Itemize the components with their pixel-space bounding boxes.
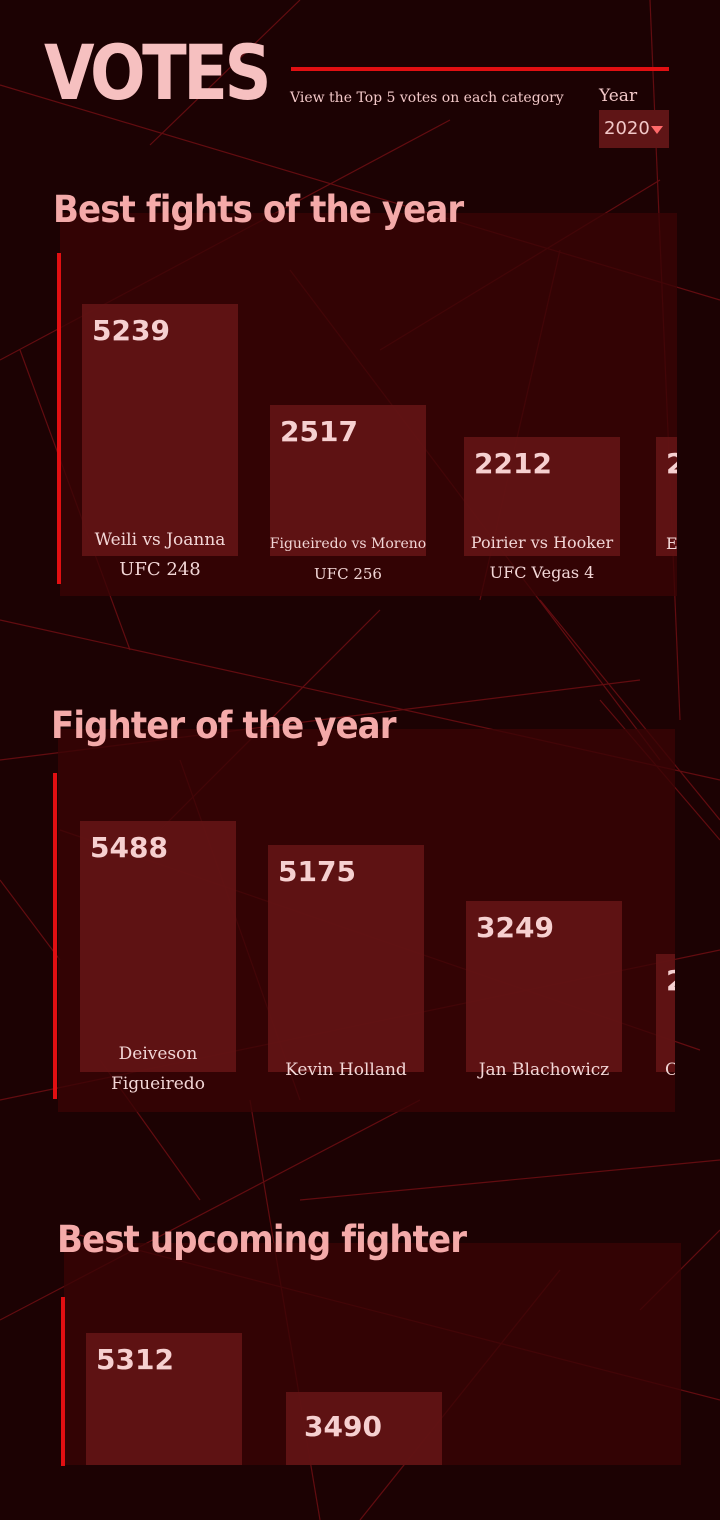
vote-count: 3249 (476, 911, 554, 944)
fight-name: Figueiredo vs Moreno (269, 536, 427, 552)
fight-event: UFC Vegas 4 (489, 563, 595, 582)
fight-name: Poirier vs Hooker (470, 533, 614, 552)
bar-item[interactable]: 5488 (80, 821, 236, 1072)
bar-item[interactable]: 2 (656, 954, 675, 1072)
bar-item[interactable]: 2517 (270, 405, 426, 556)
bar-item[interactable]: 3249 (466, 901, 622, 1072)
year-value: 2020 (604, 118, 650, 139)
vote-count: 5312 (96, 1343, 174, 1376)
year-label: Year (599, 86, 638, 106)
vote-count: 2517 (280, 415, 358, 448)
bar-item[interactable]: 5239 (82, 304, 238, 556)
bar-item[interactable]: 2212 (464, 437, 620, 556)
fighter-name: Kevin Holland (285, 1060, 407, 1080)
fighter-of-year-panel: 5488 Deiveson Figueiredo 5175 Kevin Holl… (58, 729, 675, 1112)
page-title: VOTES (44, 28, 272, 117)
fighter-name-cont: Figueiredo (111, 1074, 205, 1094)
bar-item[interactable]: 3490 (286, 1392, 442, 1465)
page-subtitle: View the Top 5 votes on each category (290, 90, 564, 106)
bar-item[interactable]: 2 (656, 437, 677, 556)
bar-item[interactable]: 5175 (268, 845, 424, 1072)
fight-name: Weili vs Joanna (94, 530, 226, 550)
bar-item[interactable]: 5312 (86, 1333, 242, 1465)
vote-count: 2 (666, 964, 675, 997)
section-accent (57, 253, 61, 584)
section-accent (61, 1297, 65, 1466)
vote-count: 3490 (304, 1410, 382, 1443)
fighter-name: Jan Blachowicz (478, 1060, 610, 1080)
vote-count: 5239 (92, 314, 170, 347)
vote-count: 2212 (474, 447, 552, 480)
fight-event: UFC 256 (314, 565, 382, 583)
vote-count: 5175 (278, 855, 356, 888)
vote-count: 2 (666, 447, 677, 480)
section-title: Fighter of the year (51, 704, 396, 747)
year-dropdown[interactable]: 2020 (599, 110, 669, 148)
caret-down-icon (651, 126, 663, 134)
fighter-name: Deiveson (118, 1044, 198, 1064)
section-title: Best upcoming fighter (57, 1218, 467, 1261)
section-title: Best fights of the year (53, 188, 464, 231)
fight-event: UFC 248 (119, 559, 201, 580)
fight-name: E (666, 534, 677, 553)
fighter-name: C (665, 1060, 675, 1080)
best-fights-panel: 5239 Weili vs Joanna UFC 248 2517 Figuei… (60, 213, 677, 596)
title-divider (291, 67, 669, 71)
section-accent (53, 773, 57, 1099)
vote-count: 5488 (90, 831, 168, 864)
upcoming-fighter-panel: 5312 3490 (64, 1243, 681, 1465)
